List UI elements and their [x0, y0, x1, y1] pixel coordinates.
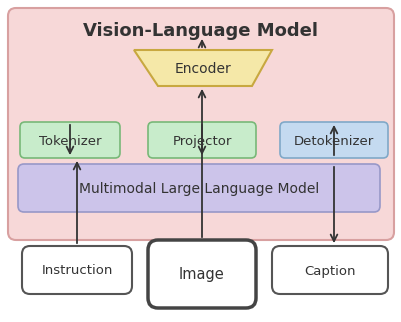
- Text: Projector: Projector: [172, 135, 231, 147]
- FancyBboxPatch shape: [20, 122, 120, 158]
- Text: Image: Image: [179, 268, 224, 282]
- FancyBboxPatch shape: [18, 164, 379, 212]
- FancyBboxPatch shape: [279, 122, 387, 158]
- Text: Encoder: Encoder: [174, 62, 231, 76]
- Text: Detokenizer: Detokenizer: [293, 135, 373, 147]
- Text: Vision-Language Model: Vision-Language Model: [83, 22, 318, 40]
- FancyBboxPatch shape: [22, 246, 132, 294]
- Polygon shape: [134, 50, 271, 86]
- FancyBboxPatch shape: [148, 240, 255, 308]
- Text: Tokenizer: Tokenizer: [38, 135, 101, 147]
- Text: Instruction: Instruction: [41, 264, 112, 278]
- FancyBboxPatch shape: [271, 246, 387, 294]
- FancyBboxPatch shape: [8, 8, 393, 240]
- Text: Multimodal Large Language Model: Multimodal Large Language Model: [79, 182, 318, 196]
- Text: Caption: Caption: [304, 264, 355, 278]
- FancyBboxPatch shape: [148, 122, 255, 158]
